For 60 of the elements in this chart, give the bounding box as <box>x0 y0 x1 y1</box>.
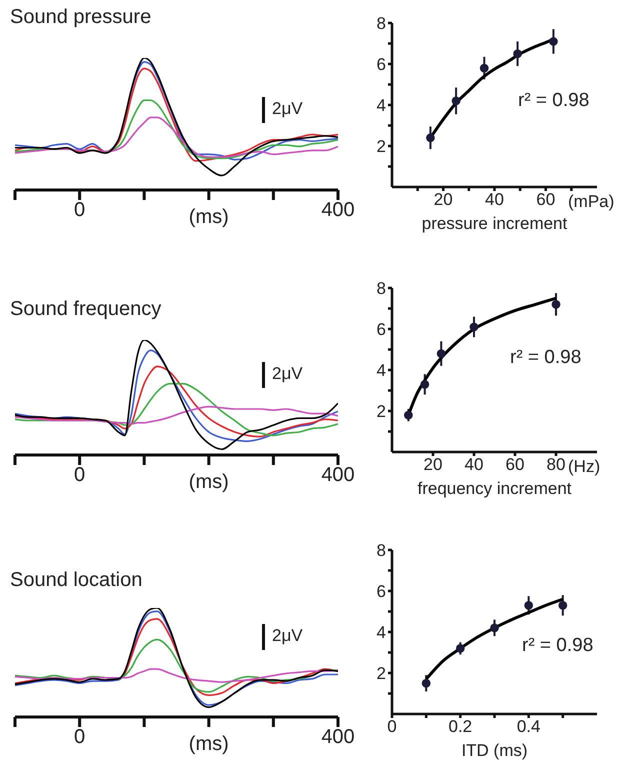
x-axis-title: ITD (ms) <box>461 741 528 760</box>
x-tick-label: 0.4 <box>516 717 540 736</box>
x-axis-title: pressure increment <box>422 214 568 233</box>
y-tick-label: 2 <box>376 402 386 422</box>
x-tick-label: 60 <box>506 455 524 474</box>
point <box>558 600 568 610</box>
y-tick-label: 6 <box>376 55 386 74</box>
annotation: 2μV <box>272 626 303 645</box>
x-axis-title: (ms) <box>188 471 229 493</box>
point <box>513 49 522 58</box>
point <box>524 600 534 610</box>
x-tick-label: 60 <box>536 190 556 210</box>
point <box>490 624 499 632</box>
x-axis-title: (ms) <box>188 206 229 228</box>
x-tick-label: 400 <box>321 726 355 748</box>
annotation: r² = 0.98 <box>518 90 590 111</box>
annotation: r² = 0.98 <box>510 347 582 368</box>
x-tick-label: 20 <box>434 190 453 210</box>
y-tick-label: 4 <box>376 623 386 642</box>
x-tick-label: 0 <box>387 717 397 736</box>
y-tick-label: 8 <box>376 541 386 560</box>
x-tick-label: 80 <box>546 455 566 474</box>
x-tick-label: 0 <box>74 464 86 486</box>
annotation: 2μV <box>272 99 303 118</box>
point <box>422 678 431 688</box>
x-tick-label: 40 <box>464 455 484 474</box>
y-tick-label: 8 <box>376 14 386 34</box>
y-tick-label: 2 <box>376 137 386 156</box>
chart-title: Sound frequency <box>10 298 162 320</box>
x-tick-label: 400 <box>321 199 355 222</box>
x-tick-label: 0 <box>74 199 86 222</box>
chart-title: Sound location <box>10 569 142 591</box>
chart-title: Sound pressure <box>10 6 152 28</box>
point <box>452 96 460 106</box>
x-tick-label: 0.2 <box>448 717 472 736</box>
point <box>549 37 558 46</box>
x-tick-label: 20 <box>424 455 442 474</box>
y-tick-label: 6 <box>376 582 386 602</box>
y-tick-label: 4 <box>376 96 386 116</box>
annotation: r² = 0.98 <box>522 635 594 656</box>
annotation: 2μV <box>272 364 303 383</box>
point <box>456 644 465 653</box>
x-tick-label: 40 <box>485 190 504 210</box>
point <box>420 380 430 389</box>
x-tick-label: 0 <box>74 726 86 748</box>
y-tick-label: 2 <box>376 664 386 684</box>
text: (mPa) <box>568 192 614 211</box>
x-axis-title: frequency increment <box>417 479 572 498</box>
point <box>480 64 489 72</box>
point <box>470 322 478 332</box>
point <box>552 300 560 309</box>
point <box>426 133 435 142</box>
y-tick-label: 4 <box>376 361 386 380</box>
point <box>404 410 413 420</box>
y-tick-label: 6 <box>376 320 386 340</box>
y-tick-label: 8 <box>376 279 386 298</box>
point <box>436 349 446 358</box>
x-tick-label: 400 <box>321 464 355 486</box>
x-axis-title: (ms) <box>188 733 229 755</box>
text: (Hz) <box>568 457 600 476</box>
